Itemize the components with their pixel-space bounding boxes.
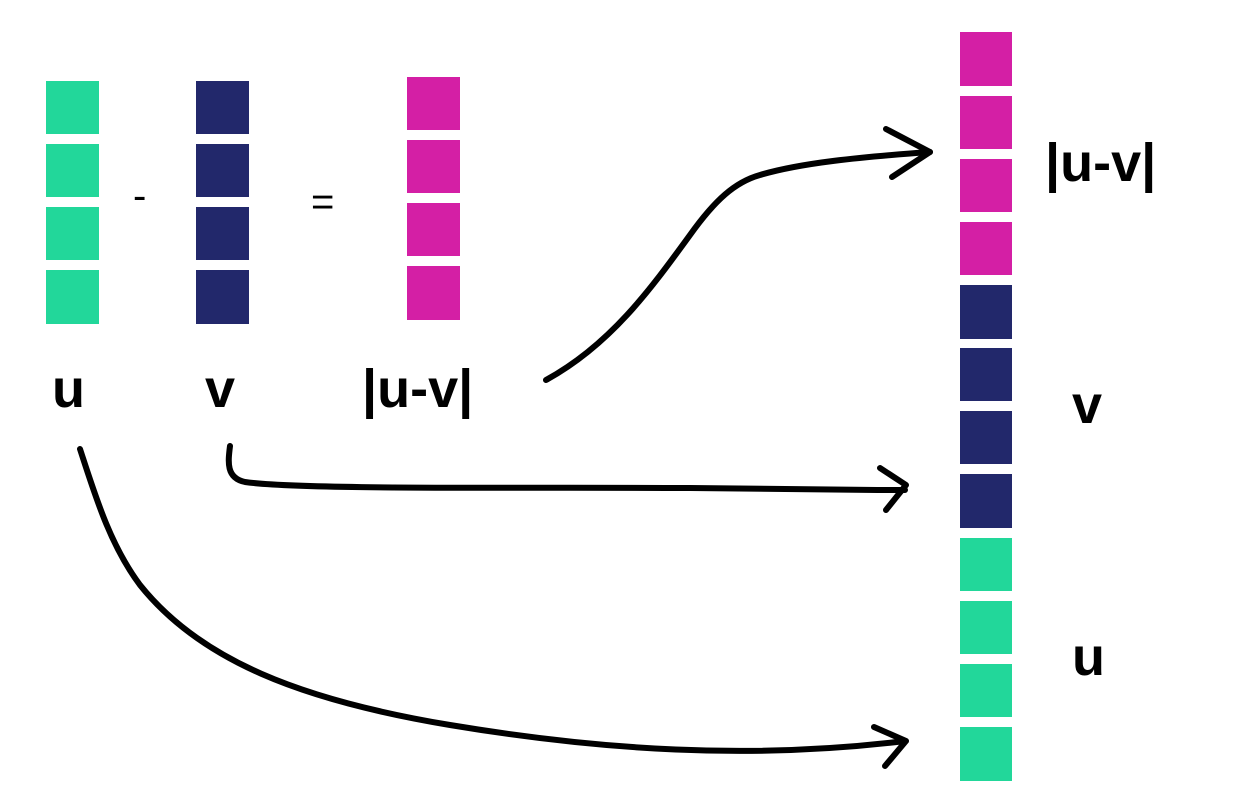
output-diff-cell [960,96,1012,149]
output-u-cell [960,538,1012,591]
vector-v-cell [196,144,249,197]
vector-diff-cell [407,266,460,320]
output-u-cell [960,601,1012,654]
vector-u-cell [46,270,99,324]
vector-u-cell [46,207,99,260]
vector-v-cell [196,81,249,134]
vector-diff-cell [407,140,460,193]
vector-diff-cell [407,203,460,256]
vector-diff-cell [407,77,460,130]
vector-u-cell [46,144,99,197]
output-u-cell [960,664,1012,717]
minus-operator: - [133,174,147,218]
vector-v-cell [196,207,249,260]
label-u: u [52,359,85,419]
output-u-cell [960,727,1012,781]
label-diff: |u-v| [362,359,474,419]
label-v: v [205,359,236,419]
output-v-cell [960,411,1012,464]
output-diff-cell [960,222,1012,275]
vector-u-cell [46,81,99,134]
vector-v-cell [196,270,249,324]
output-label-diff: |u-v| [1045,133,1157,193]
equals-operator: = [311,180,335,224]
output-diff-cell [960,32,1012,86]
output-v-cell [960,285,1012,339]
arrow-diff-to-output [543,126,933,383]
output-v-cell [960,474,1012,528]
output-label-u: u [1072,627,1105,687]
output-diff-cell [960,159,1012,212]
arrow-v-to-output [225,443,909,513]
output-v-cell [960,348,1012,401]
arrow-u-to-output [77,446,909,769]
output-label-v: v [1072,375,1103,435]
